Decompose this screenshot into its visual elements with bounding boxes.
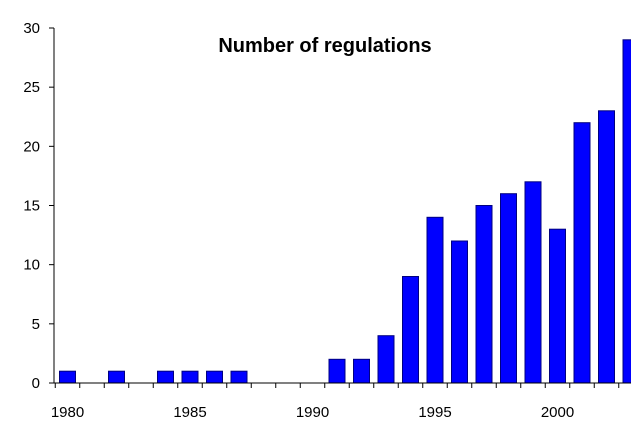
bar-1994	[403, 277, 419, 384]
y-tick-label-20: 20	[23, 138, 40, 155]
bar-1999	[525, 182, 541, 383]
bar-2001	[574, 123, 590, 383]
bar-2000	[550, 229, 566, 383]
chart-title: Number of regulations	[218, 35, 431, 57]
bar-1992	[354, 359, 370, 383]
x-tick-label-1985: 1985	[173, 404, 206, 421]
bar-1991	[329, 359, 345, 383]
y-tick-label-5: 5	[32, 316, 40, 333]
bar-1996	[452, 241, 468, 383]
bar-1995	[427, 217, 443, 383]
bar-1982	[109, 371, 125, 383]
x-tick-label-1990: 1990	[296, 404, 329, 421]
y-tick-label-10: 10	[23, 257, 40, 274]
bar-1987	[231, 371, 247, 383]
y-tick-label-15: 15	[23, 198, 40, 215]
bar-1980	[60, 371, 76, 383]
y-tick-label-30: 30	[23, 20, 40, 37]
x-tick-label-1995: 1995	[418, 404, 451, 421]
bar-2003	[623, 40, 631, 383]
bar-1997	[476, 206, 492, 384]
y-tick-label-0: 0	[32, 375, 40, 392]
bar-1986	[207, 371, 223, 383]
bar-1985	[182, 371, 198, 383]
axes	[54, 28, 631, 383]
x-ticks: 1980 1985 1990 1995 2000	[51, 383, 619, 421]
bar-1998	[501, 194, 517, 383]
x-tick-label-2000: 2000	[541, 404, 574, 421]
bar-2002	[599, 111, 615, 383]
bar-1984	[158, 371, 174, 383]
bar-1993	[378, 336, 394, 383]
y-ticks: 0 5 10 15 20 25 30	[23, 20, 54, 392]
bars	[60, 40, 631, 383]
x-tick-label-1980: 1980	[51, 404, 84, 421]
y-tick-label-25: 25	[23, 79, 40, 96]
